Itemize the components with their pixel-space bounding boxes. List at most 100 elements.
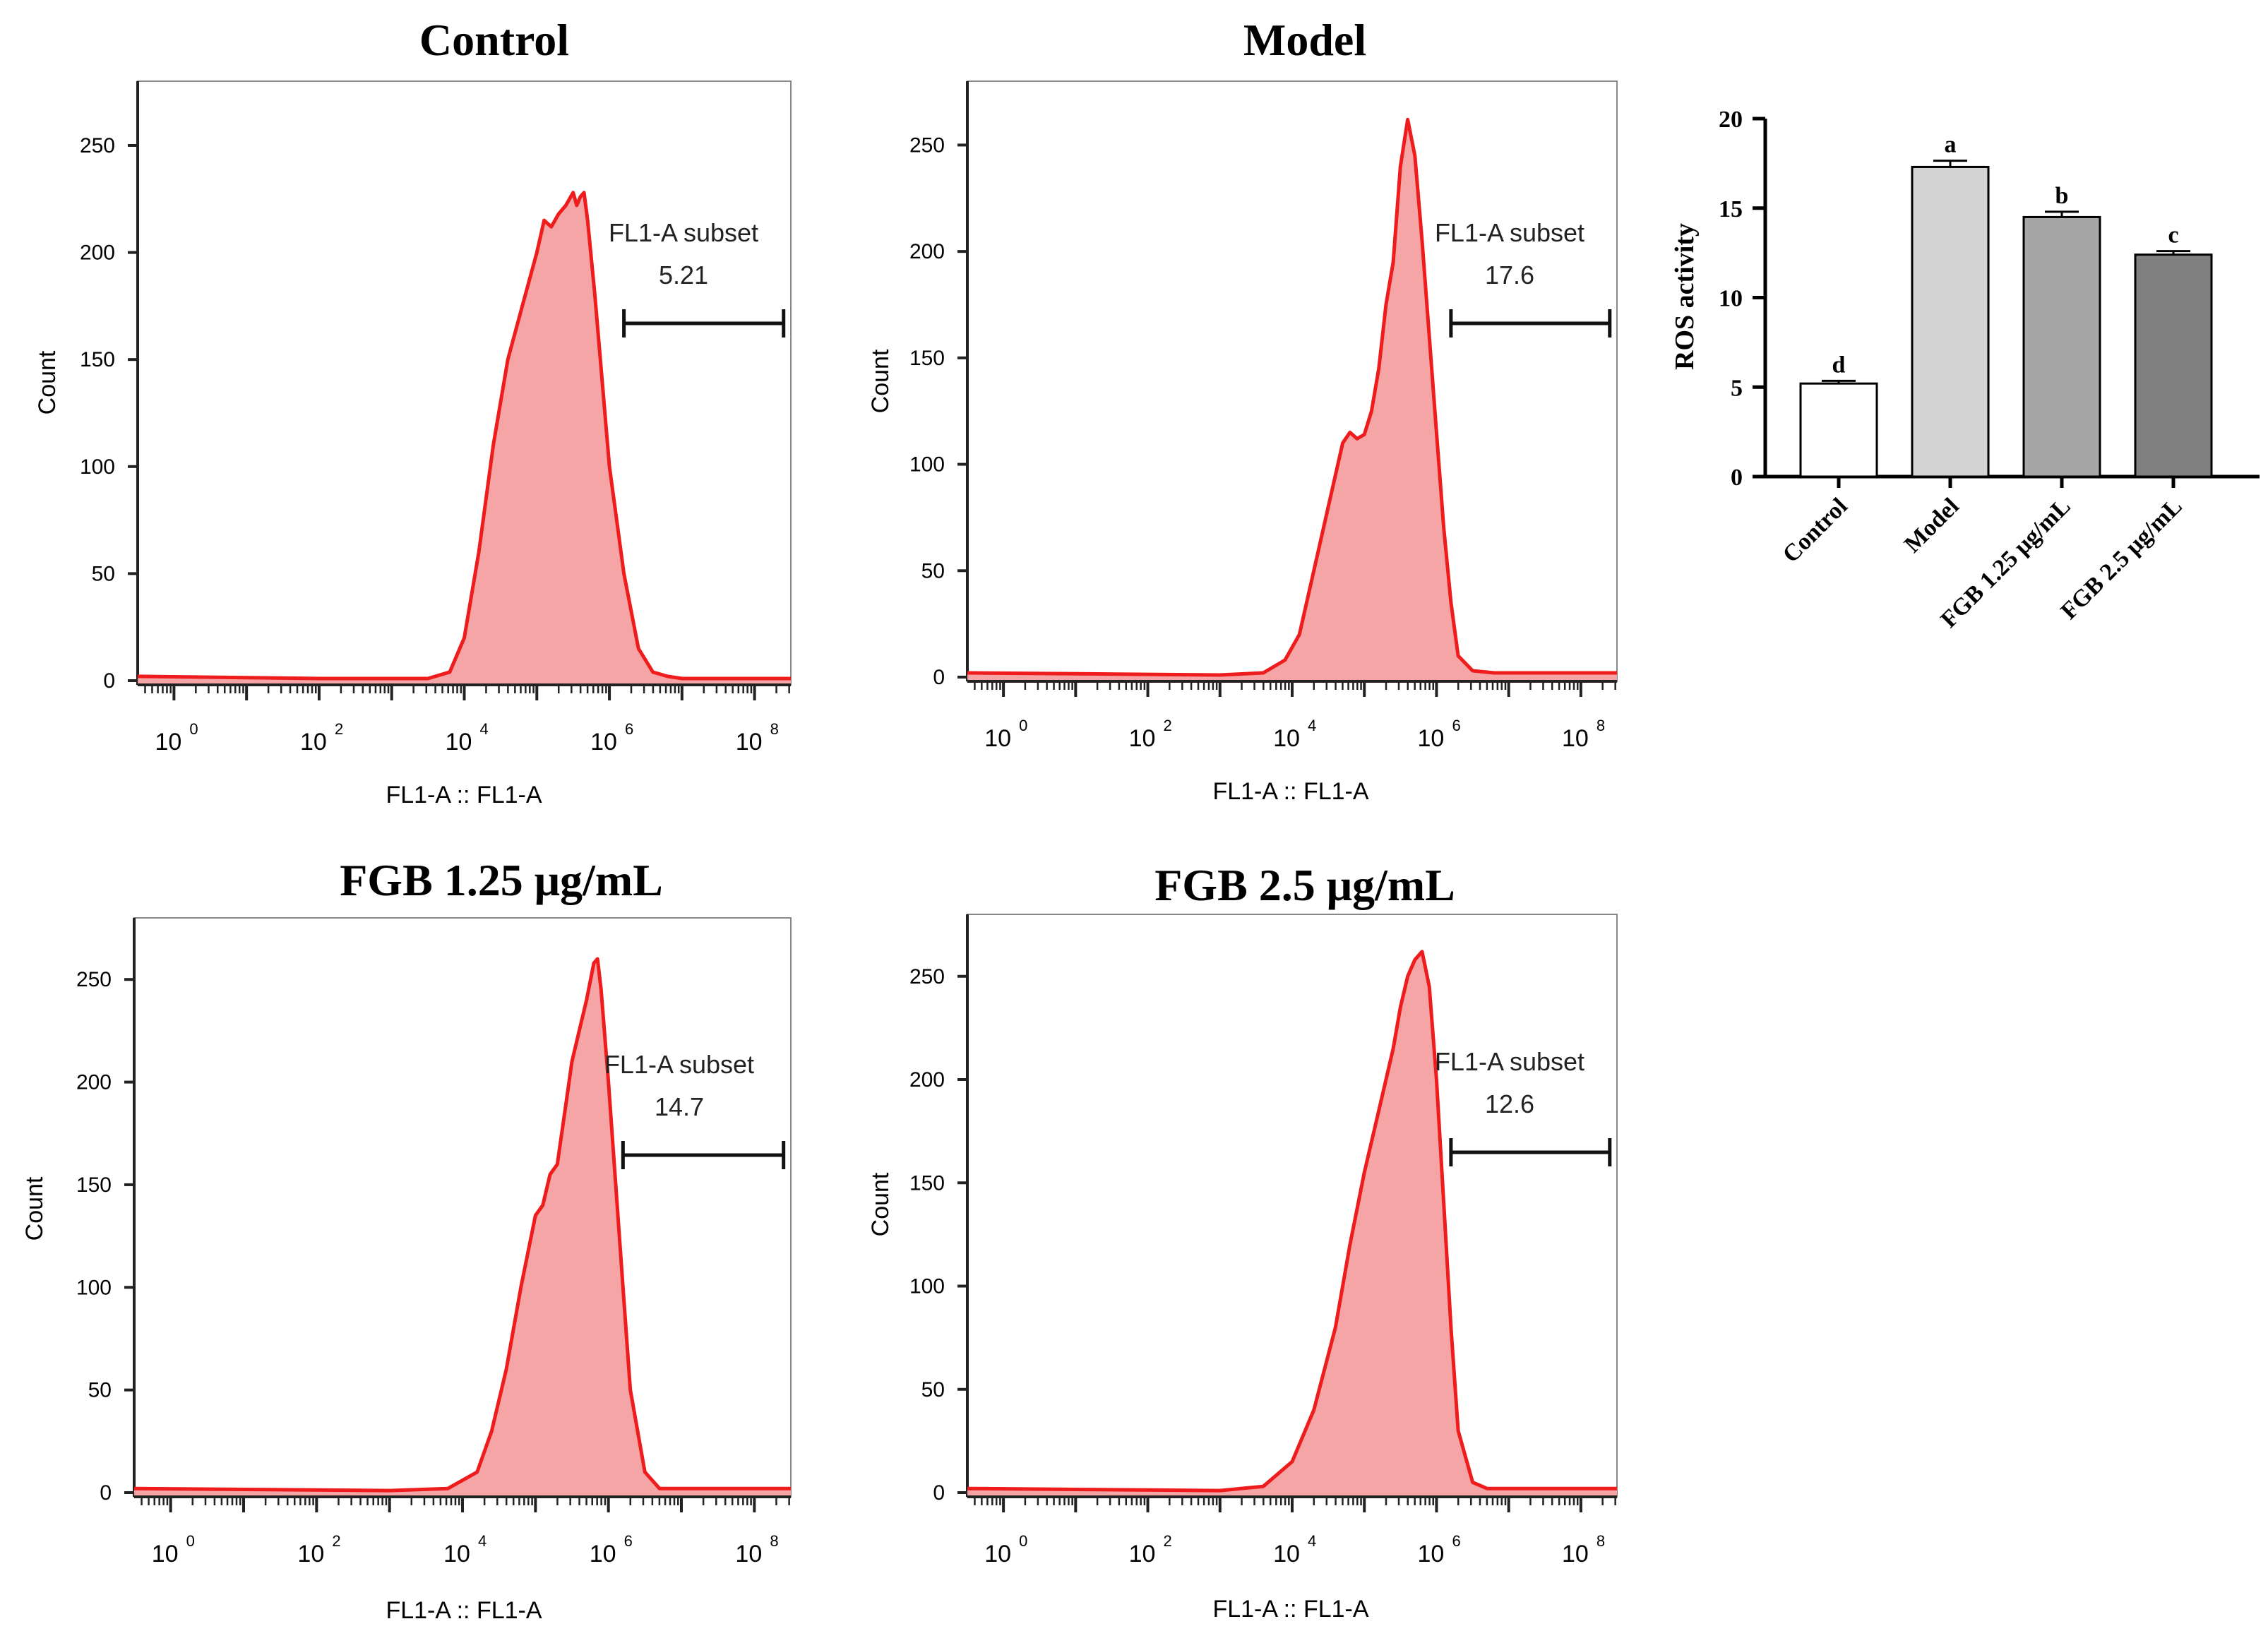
- bar-y-tick-label: 15: [1719, 196, 1743, 222]
- x-tick-exponent: 6: [1452, 1532, 1460, 1550]
- x-tick-exponent: 0: [1019, 1532, 1027, 1550]
- x-tick-label: 10: [446, 729, 472, 755]
- x-tick-label: 10: [152, 1541, 179, 1567]
- x-tick-label: 10: [590, 729, 617, 755]
- gate-label: FL1-A subset: [609, 218, 758, 247]
- x-tick-exponent: 4: [1308, 717, 1316, 734]
- x-tick-exponent: 0: [186, 1532, 195, 1550]
- x-tick-label: 10: [297, 1541, 324, 1567]
- histogram-line: [967, 950, 1617, 1493]
- y-tick-label: 100: [76, 1276, 112, 1299]
- y-tick-label: 250: [80, 134, 115, 157]
- gate-value: 14.7: [655, 1092, 704, 1121]
- histogram-control: Control Count FL1-A :: FL1-A 05010015020…: [34, 15, 792, 808]
- y-tick-label: 200: [76, 1071, 112, 1094]
- x-tick-exponent: 4: [480, 720, 489, 738]
- histogram-line: [133, 957, 791, 1493]
- y-tick-label: 100: [80, 455, 115, 479]
- x-tick-label: 10: [443, 1541, 470, 1567]
- gate-value: 17.6: [1485, 261, 1534, 289]
- panel-title: Control: [419, 15, 569, 65]
- bar-y-tick-label: 10: [1719, 286, 1743, 312]
- x-tick-label: 10: [735, 1541, 762, 1567]
- x-tick-label: 10: [155, 729, 181, 755]
- plot-frame: [967, 80, 1618, 682]
- bar-y-tick-label: 0: [1731, 465, 1743, 491]
- y-tick-label: 150: [909, 1171, 945, 1195]
- x-tick-exponent: 4: [478, 1532, 487, 1550]
- x-tick-label: 10: [1129, 1541, 1156, 1567]
- x-tick-label: 10: [1562, 1541, 1589, 1567]
- x-tick-label: 10: [1273, 725, 1300, 752]
- x-tick-label: 10: [1129, 725, 1156, 752]
- x-tick-exponent: 8: [1596, 717, 1605, 734]
- y-tick-label: 50: [88, 1379, 112, 1402]
- y-tick-label: 150: [76, 1173, 112, 1197]
- x-tick-exponent: 0: [189, 720, 198, 738]
- bar: [1799, 382, 1878, 478]
- x-tick-exponent: 8: [770, 720, 779, 738]
- y-tick-label: 200: [80, 241, 115, 265]
- bar-y-tick-label: 5: [1731, 375, 1743, 401]
- x-tick-exponent: 4: [1308, 1532, 1316, 1550]
- bar: [1911, 165, 1990, 478]
- significance-letter: c: [2168, 222, 2178, 249]
- y-axis-label: Count: [867, 349, 894, 413]
- x-tick-label: 10: [1562, 725, 1589, 752]
- x-axis-label: FL1-A :: FL1-A: [386, 1597, 542, 1624]
- x-tick-exponent: 2: [332, 1532, 340, 1550]
- x-axis-label: FL1-A :: FL1-A: [1212, 1596, 1368, 1623]
- histogram-fgb-1-25: FGB 1.25 μg/mL Count FL1-A :: FL1-A 0501…: [21, 855, 792, 1624]
- y-tick-label: 0: [100, 1481, 112, 1505]
- y-tick-label: 250: [909, 133, 945, 157]
- y-tick-label: 50: [921, 559, 945, 582]
- significance-letter: d: [1832, 352, 1846, 378]
- x-tick-exponent: 2: [335, 720, 343, 738]
- gate-label: FL1-A subset: [1435, 218, 1584, 247]
- y-tick-label: 0: [103, 669, 115, 693]
- histogram-fgb-2-5: FGB 2.5 μg/mL Count FL1-A :: FL1-A 05010…: [867, 860, 1618, 1623]
- x-tick-exponent: 8: [1596, 1532, 1605, 1550]
- bar: [2134, 253, 2213, 478]
- plot-frame: [133, 917, 792, 1498]
- x-axis-label: FL1-A :: FL1-A: [1212, 778, 1368, 805]
- y-tick-label: 150: [909, 347, 945, 370]
- histogram-model: Model Count FL1-A :: FL1-A 0501001502002…: [867, 15, 1618, 805]
- histogram-fill: [967, 119, 1617, 681]
- significance-letter: b: [2055, 183, 2069, 209]
- gate-value: 5.21: [659, 261, 708, 289]
- histogram-line: [967, 117, 1617, 677]
- panel-title: FGB 2.5 μg/mL: [1154, 860, 1455, 910]
- y-axis-label: Count: [21, 1176, 48, 1241]
- bar-x-tick-label: Control: [1778, 493, 1853, 568]
- histogram-fill: [134, 959, 791, 1495]
- plot-frame: [137, 80, 792, 686]
- x-tick-label: 10: [300, 729, 327, 755]
- panel-title: FGB 1.25 μg/mL: [340, 855, 663, 905]
- y-axis-label: Count: [34, 350, 61, 414]
- y-tick-label: 150: [80, 348, 115, 371]
- y-tick-label: 250: [76, 968, 112, 991]
- x-tick-exponent: 0: [1019, 717, 1027, 734]
- y-tick-label: 100: [909, 453, 945, 477]
- bar-y-tick-label: 20: [1719, 107, 1743, 133]
- y-tick-label: 100: [909, 1275, 945, 1298]
- gate-label: FL1-A subset: [1435, 1047, 1584, 1076]
- y-tick-label: 0: [933, 666, 945, 689]
- bar-x-tick-label: Model: [1899, 493, 1964, 558]
- histogram-fill: [967, 951, 1617, 1495]
- y-tick-label: 250: [909, 965, 945, 988]
- y-tick-label: 200: [909, 1068, 945, 1092]
- y-axis-label: ROS activity: [1670, 223, 1700, 370]
- panel-title: Model: [1243, 15, 1366, 65]
- x-tick-exponent: 2: [1164, 1532, 1172, 1550]
- x-tick-exponent: 6: [1452, 717, 1460, 734]
- y-axis-label: Count: [867, 1172, 894, 1236]
- y-tick-label: 200: [909, 240, 945, 263]
- x-tick-label: 10: [1418, 1541, 1445, 1567]
- x-tick-exponent: 2: [1164, 717, 1172, 734]
- plot-frame: [967, 914, 1618, 1498]
- x-tick-label: 10: [984, 725, 1011, 752]
- ros-bar-chart: ROS activity 0 5 10 15 20 d a b c Control Model F…: [1670, 107, 2260, 633]
